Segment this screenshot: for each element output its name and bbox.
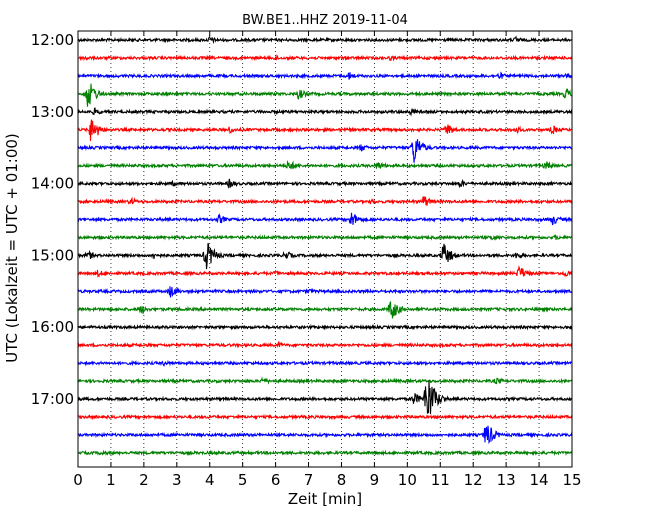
y-tick-label-1300: 13:00 xyxy=(31,103,74,121)
x-tick-label-10: 10 xyxy=(398,471,417,489)
trace-1215 xyxy=(77,54,573,62)
x-tick-label-12: 12 xyxy=(464,471,483,489)
trace-1615 xyxy=(77,340,573,349)
x-tick-label-9: 9 xyxy=(370,471,380,489)
x-tick-label-7: 7 xyxy=(304,471,314,489)
trace-1600 xyxy=(77,323,573,331)
y-tick-label-1500: 15:00 xyxy=(31,246,74,264)
trace-1345 xyxy=(77,160,573,170)
trace-1245 xyxy=(77,83,573,107)
trace-1630 xyxy=(77,359,573,367)
trace-1200 xyxy=(77,35,573,45)
trace-1515 xyxy=(77,265,573,278)
y-tick-label-1600: 16:00 xyxy=(31,318,74,336)
x-tick-label-13: 13 xyxy=(497,471,516,489)
y-axis-label: UTC (Lokalzeit = UTC + 01:00) xyxy=(3,133,21,363)
trace-1545 xyxy=(77,301,573,319)
trace-1230 xyxy=(77,71,573,80)
x-tick-label-1: 1 xyxy=(106,471,116,489)
trace-1715 xyxy=(77,413,573,421)
trace-1330 xyxy=(77,139,573,163)
grid-layer xyxy=(110,31,540,467)
trace-1315 xyxy=(77,119,573,141)
traces-layer xyxy=(77,35,573,457)
trace-1415 xyxy=(77,196,573,206)
trace-1730 xyxy=(77,425,573,445)
x-tick-label-3: 3 xyxy=(172,471,182,489)
x-tick-label-15: 15 xyxy=(562,471,581,489)
chart-title: BW.BE1..HHZ 2019-11-04 xyxy=(242,13,408,28)
trace-1645 xyxy=(77,376,573,385)
x-axis-label: Zeit [min] xyxy=(288,490,362,508)
x-tick-label-5: 5 xyxy=(238,471,248,489)
trace-1745 xyxy=(77,449,573,457)
trace-1445 xyxy=(77,234,573,241)
plot-frame xyxy=(77,30,573,468)
trace-1400 xyxy=(77,178,573,189)
x-tick-label-6: 6 xyxy=(271,471,281,489)
y-tick-label-1400: 14:00 xyxy=(31,175,74,193)
x-tick-label-0: 0 xyxy=(73,471,83,489)
trace-1300 xyxy=(77,107,573,117)
trace-1700 xyxy=(77,380,573,415)
x-tick-label-14: 14 xyxy=(530,471,549,489)
axes-layer: 0 1 2 3 4 5 6 7 8 9 10 11 12 13 14 1512:0013:0014:0015:… xyxy=(31,30,582,489)
trace-1430 xyxy=(77,212,573,226)
y-tick-label-1200: 12:00 xyxy=(31,31,74,49)
x-tick-label-2: 2 xyxy=(139,471,149,489)
y-tick-label-1700: 17:00 xyxy=(31,390,74,408)
x-tick-label-8: 8 xyxy=(337,471,347,489)
x-tick-label-4: 4 xyxy=(205,471,215,489)
x-tick-label-11: 11 xyxy=(431,471,450,489)
trace-1530 xyxy=(77,286,573,298)
trace-1500 xyxy=(77,242,573,270)
